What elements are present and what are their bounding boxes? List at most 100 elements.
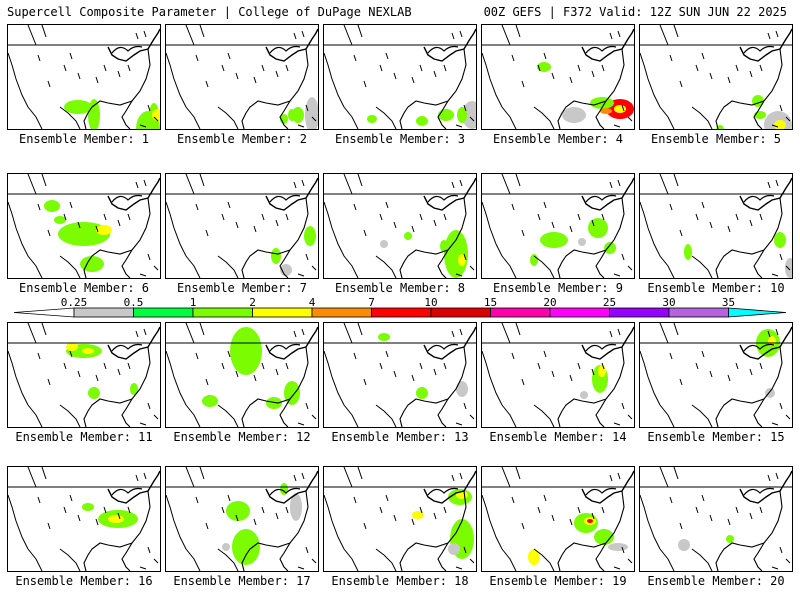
colorbar-segment xyxy=(371,307,432,318)
ensemble-member-label: Ensemble Member: 1 xyxy=(18,132,150,146)
scp-contour-area xyxy=(222,543,230,551)
colorbar-tick-label: 25 xyxy=(603,296,616,309)
ensemble-map-panel xyxy=(7,24,161,130)
scp-contour-area xyxy=(678,539,690,551)
colorbar-tick-label: 7 xyxy=(368,296,375,309)
coastline-border-lines xyxy=(640,174,792,278)
scp-contour-area xyxy=(438,109,454,121)
ensemble-map-panel xyxy=(323,466,477,572)
colorbar-segment xyxy=(311,307,372,318)
ensemble-map-panel xyxy=(165,322,319,428)
scp-contour-area xyxy=(367,115,377,123)
ensemble-member-label: Ensemble Member: 10 xyxy=(647,281,785,295)
ensemble-map-panel xyxy=(481,24,635,130)
scp-contour-area xyxy=(305,97,318,129)
scp-contour-area xyxy=(614,105,626,113)
ensemble-member-label: Ensemble Member: 14 xyxy=(489,430,627,444)
colorbar-tick-label: 1 xyxy=(190,296,197,309)
scp-contour-area xyxy=(458,254,466,266)
colorbar-segment xyxy=(728,307,786,318)
scp-contour-area xyxy=(54,216,66,224)
scp-contour-area xyxy=(594,529,614,545)
colorbar-tick-label: 35 xyxy=(722,296,735,309)
scp-contour-area xyxy=(88,387,100,399)
scp-contour-area xyxy=(284,381,300,405)
scp-contour-area xyxy=(202,395,218,407)
scp-contour-area xyxy=(588,218,608,238)
coastline-border-lines xyxy=(482,25,634,129)
scp-contour-area xyxy=(562,107,586,123)
scp-contour-area xyxy=(580,391,588,399)
ensemble-member-label: Ensemble Member: 9 xyxy=(492,281,624,295)
scp-contour-area xyxy=(404,232,412,240)
ensemble-member-label: Ensemble Member: 2 xyxy=(176,132,308,146)
colorbar-left-arrow xyxy=(14,307,75,318)
ensemble-member-label: Ensemble Member: 20 xyxy=(647,574,785,588)
ensemble-map-panel xyxy=(639,322,793,428)
ensemble-map-panel xyxy=(7,173,161,279)
scp-contour-area xyxy=(292,107,304,123)
ensemble-member-label: Ensemble Member: 15 xyxy=(647,430,785,444)
scp-contour-area xyxy=(537,62,551,72)
scp-contour-area xyxy=(530,254,538,266)
scp-contour-area xyxy=(590,97,614,109)
colorbar-tick-label: 20 xyxy=(543,296,556,309)
scp-contour-area xyxy=(726,535,734,543)
colorbar-segment xyxy=(133,307,194,318)
conus-map xyxy=(8,25,160,129)
ensemble-member-label: Ensemble Member: 4 xyxy=(492,132,624,146)
ensemble-member-label: Ensemble Member: 7 xyxy=(176,281,308,295)
coastline-border-lines xyxy=(166,174,318,278)
scp-contour-area xyxy=(304,226,316,246)
ensemble-map-panel xyxy=(7,322,161,428)
coastline-border-lines xyxy=(8,25,160,129)
ensemble-member-label: Ensemble Member: 8 xyxy=(334,281,466,295)
scp-contour-area xyxy=(440,240,448,252)
scp-contour-area xyxy=(80,256,104,272)
scp-contour-area xyxy=(457,107,467,123)
colorbar-tick-label: 10 xyxy=(424,296,437,309)
ensemble-member-label: Ensemble Member: 5 xyxy=(650,132,782,146)
coastline-border-lines xyxy=(166,25,318,129)
coastline-border-lines xyxy=(324,25,476,129)
scp-contour-area xyxy=(416,387,428,399)
scp-contour-area xyxy=(598,365,606,377)
colorbar-tick-label: 30 xyxy=(662,296,675,309)
coastline-border-lines xyxy=(482,467,634,571)
colorbar-legend: 0.25 0.5 1 2 4 7 10 15 20 25 30 35 xyxy=(14,296,786,318)
scp-contour-area xyxy=(416,116,428,126)
colorbar-tick-label: 4 xyxy=(309,296,316,309)
scp-contour-area xyxy=(587,519,593,523)
scp-contour-area xyxy=(226,501,250,521)
colorbar-segment xyxy=(252,307,313,318)
coastline-border-lines xyxy=(8,467,160,571)
colorbar-segment xyxy=(430,307,491,318)
conus-map xyxy=(482,25,634,129)
map-title: Supercell Composite Parameter | College … xyxy=(7,5,412,19)
conus-map xyxy=(324,174,476,278)
scp-contour-area xyxy=(600,108,612,114)
colorbar-segment xyxy=(549,307,610,318)
scp-contour-area xyxy=(752,95,764,107)
coastline-border-lines xyxy=(8,323,160,427)
scp-contour-area xyxy=(130,383,138,395)
colorbar-segment xyxy=(609,307,670,318)
conus-map xyxy=(166,467,318,571)
scp-contour-area xyxy=(412,511,424,519)
ensemble-member-label: Ensemble Member: 12 xyxy=(173,430,311,444)
scp-contour-area xyxy=(266,397,282,409)
scp-contour-area xyxy=(604,242,616,254)
ensemble-member-label: Ensemble Member: 19 xyxy=(489,574,627,588)
colorbar-segment xyxy=(668,307,729,318)
ensemble-map-panel xyxy=(323,24,477,130)
ensemble-map-panel xyxy=(165,173,319,279)
conus-map xyxy=(324,323,476,427)
scp-contour-area xyxy=(608,543,628,551)
coastline-border-lines xyxy=(640,25,792,129)
valid-time-title: 00Z GEFS | F372 Valid: 12Z SUN JUN 22 20… xyxy=(483,5,787,19)
conus-map xyxy=(166,25,318,129)
scp-contour-area xyxy=(448,543,460,555)
conus-map xyxy=(482,467,634,571)
conus-map xyxy=(166,323,318,427)
coastline-border-lines xyxy=(324,323,476,427)
